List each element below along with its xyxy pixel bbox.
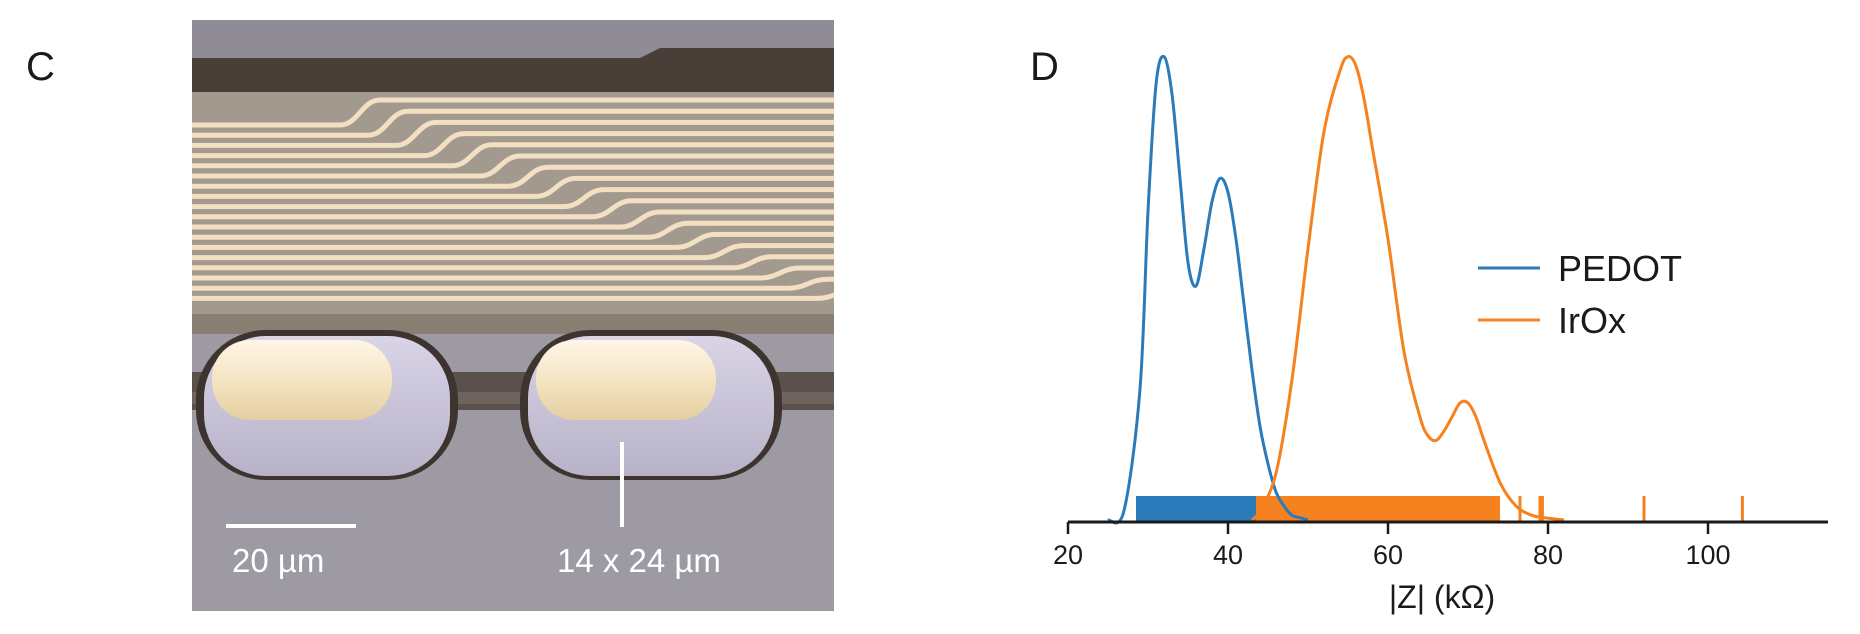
- electrode-trace: [192, 119, 834, 148]
- electrode-trace: [192, 209, 834, 230]
- irox-density-curve: [1250, 55, 1565, 522]
- electrode-trace: [192, 153, 834, 179]
- x-tick-label: 80: [1533, 540, 1563, 570]
- legend: PEDOT IrOx: [1478, 248, 1682, 341]
- pedot-density-curve: [1107, 54, 1309, 525]
- irox-legend-label: IrOx: [1558, 300, 1626, 341]
- electrode-trace: [192, 220, 834, 240]
- panel-d-label: D: [1030, 45, 1059, 89]
- electrode-trace: [192, 187, 834, 210]
- scale-bar-label: 20 µm: [232, 542, 324, 579]
- electrode-trace: [192, 276, 834, 291]
- electrode-trace: [192, 287, 834, 301]
- electrode-trace: [192, 108, 834, 138]
- irox-rug-band: [1256, 496, 1500, 522]
- electrode-trace: [192, 254, 834, 271]
- scale-bar: [226, 524, 356, 528]
- panel-c-label: C: [26, 45, 55, 89]
- electrode-trace: [192, 265, 834, 281]
- electrode-trace: [192, 198, 834, 220]
- pedot-rug-band: [1136, 496, 1256, 522]
- electrode-trace: [192, 142, 834, 169]
- site-size-label: 14 x 24 µm: [557, 542, 721, 579]
- micrograph-image: [192, 20, 834, 611]
- electrode-trace: [192, 231, 834, 250]
- x-tick-label: 20: [1053, 540, 1083, 570]
- site-marker-line: [620, 442, 624, 527]
- x-tick-label: 60: [1373, 540, 1403, 570]
- electrode-trace: [192, 175, 834, 199]
- electrode-trace: [192, 97, 834, 128]
- impedance-chart: 20 40 60 80 100 |Z| (kΩ) PEDOT IrOx: [1053, 54, 1828, 615]
- x-tick-label: 100: [1685, 540, 1730, 570]
- electrode-trace: [192, 243, 834, 261]
- electrode-trace: [192, 164, 834, 189]
- x-axis-label: |Z| (kΩ): [1389, 579, 1495, 615]
- x-tick-label: 40: [1213, 540, 1243, 570]
- electrode-trace: [192, 131, 834, 159]
- pedot-legend-label: PEDOT: [1558, 248, 1682, 289]
